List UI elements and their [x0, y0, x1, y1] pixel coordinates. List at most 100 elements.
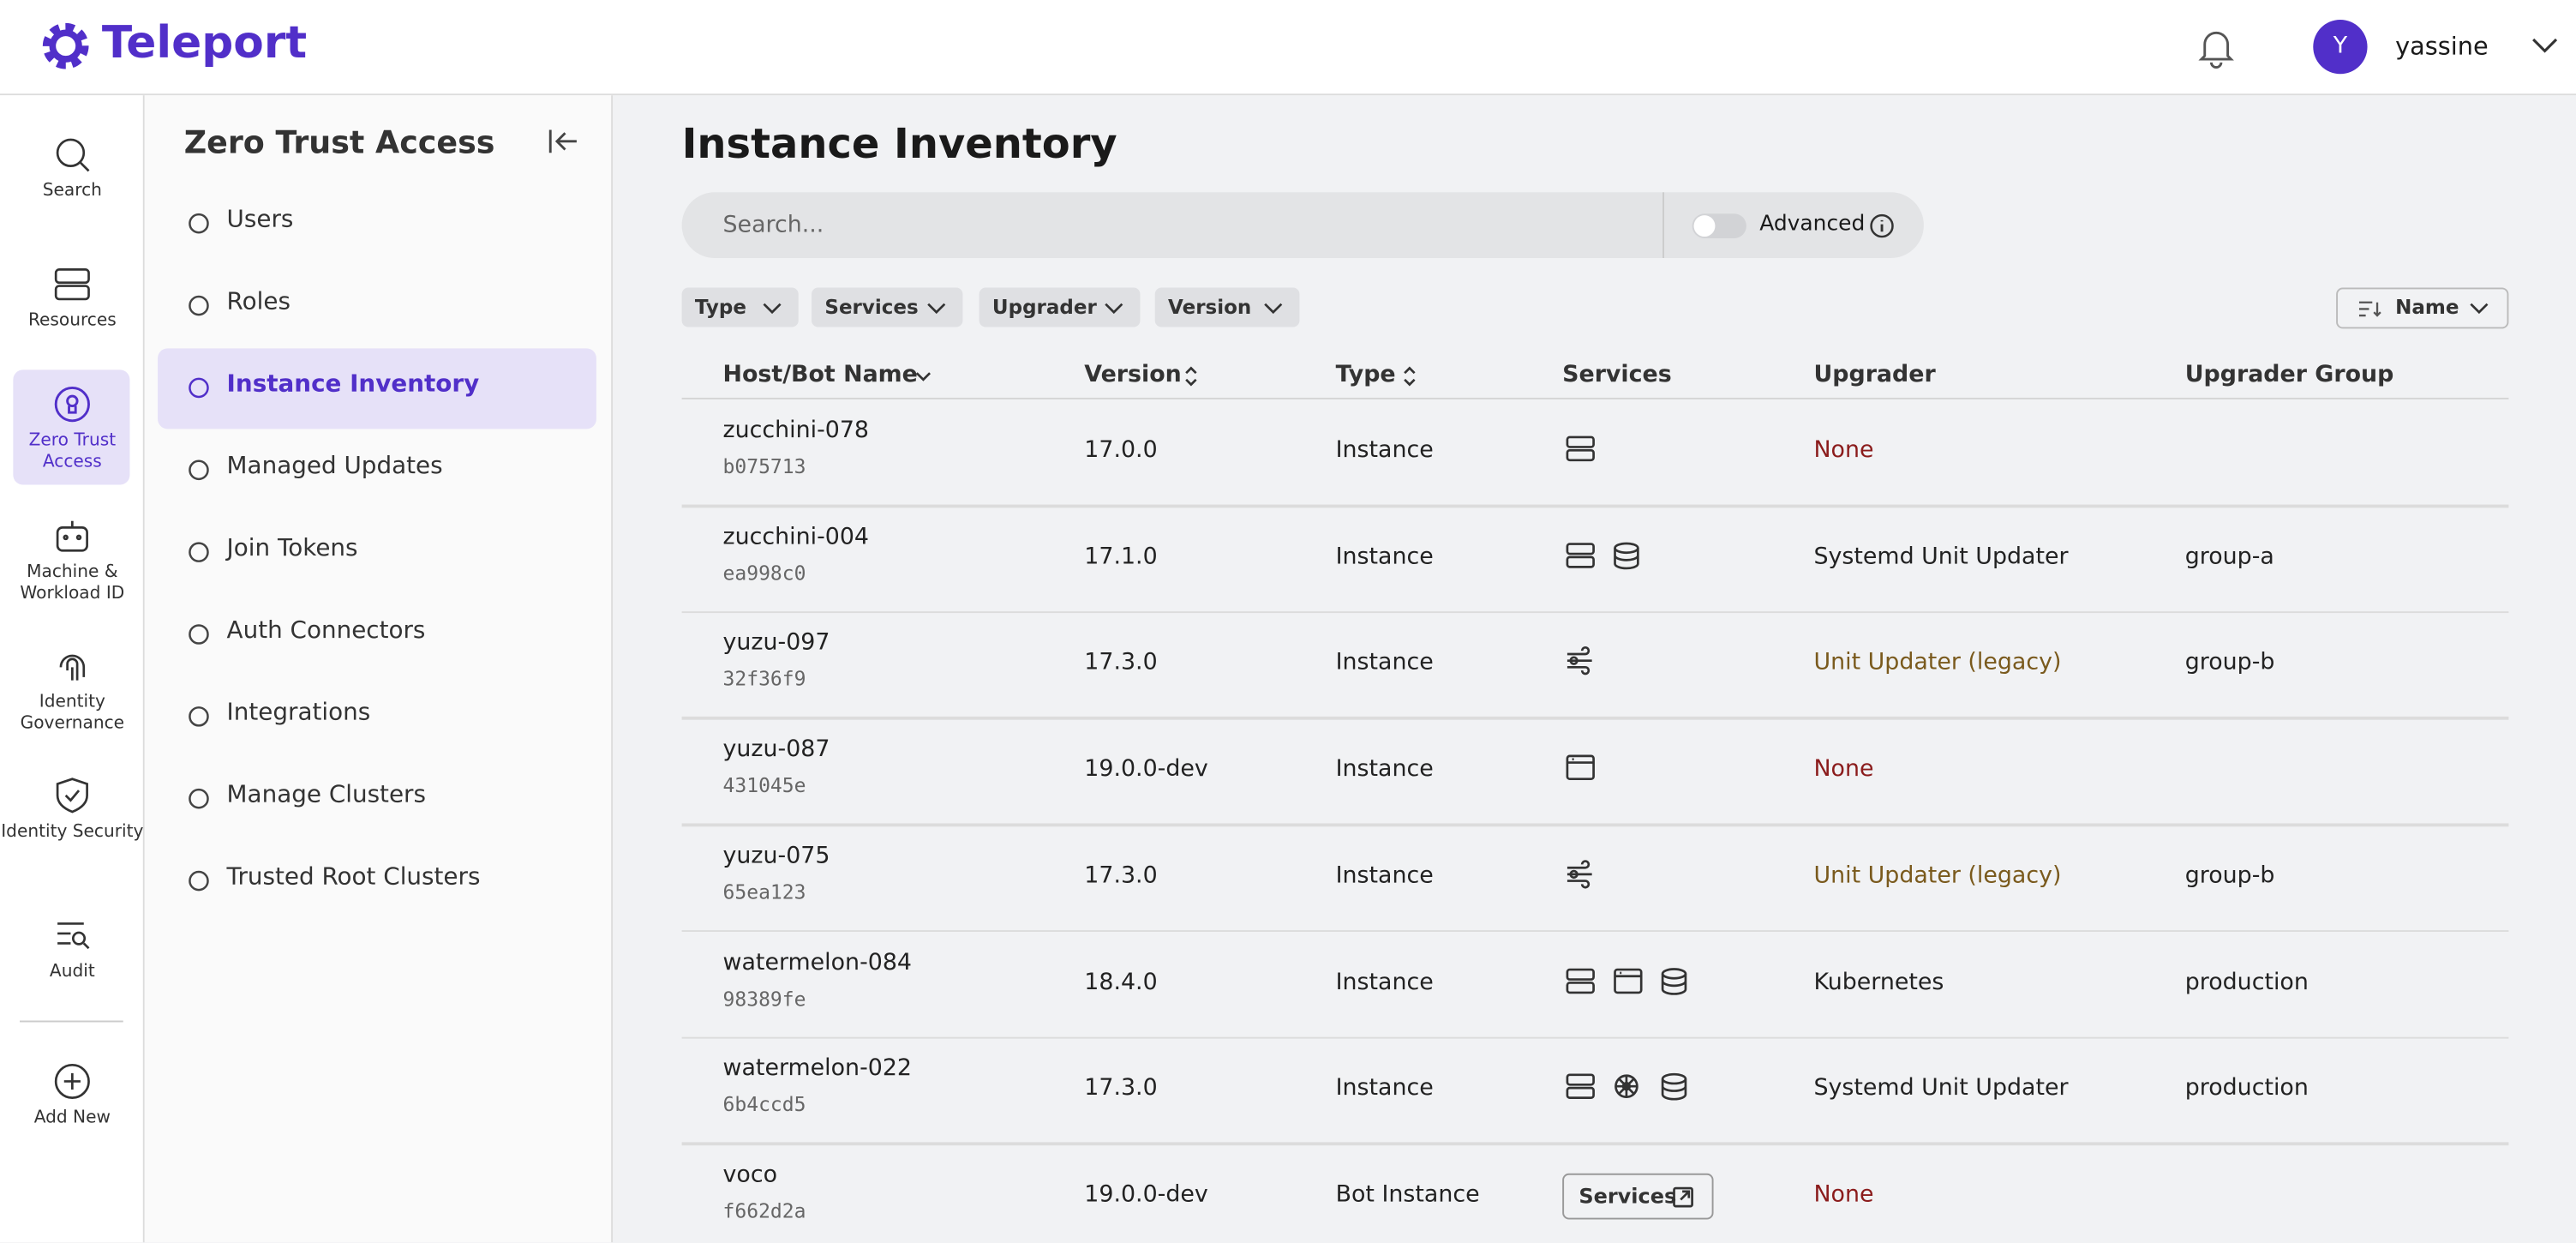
- host-name[interactable]: zucchini-078: [722, 417, 869, 444]
- rail-label[interactable]: Add New: [33, 1108, 111, 1128]
- upgrader: Systemd Unit Updater: [1813, 543, 2069, 570]
- host-id: 6b4ccd5: [722, 1093, 806, 1117]
- upgrader: None: [1813, 756, 1874, 783]
- sidebar-item[interactable]: Instance Inventory: [226, 371, 480, 398]
- upgrader: Systemd Unit Updater: [1813, 1075, 2069, 1102]
- sidebar-item[interactable]: Auth Connectors: [226, 617, 426, 645]
- sort-label: Name: [2395, 296, 2459, 319]
- sidebar-item[interactable]: Join Tokens: [226, 535, 358, 562]
- rail-icon: [56, 520, 88, 552]
- version: 17.3.0: [1084, 650, 1158, 676]
- user-name[interactable]: yassine: [2395, 31, 2489, 61]
- service-icon: [1566, 435, 1595, 462]
- chevron: [2470, 303, 2489, 315]
- chevron: [1105, 303, 1123, 315]
- sidebar-title: Zero Trust Access: [183, 124, 495, 161]
- filter-button[interactable]: Version: [1154, 287, 1300, 327]
- type: Instance: [1335, 969, 1434, 995]
- type: Instance: [1335, 756, 1434, 783]
- upgrader-group: group-a: [2184, 543, 2274, 570]
- column-header[interactable]: Type: [1335, 361, 1396, 388]
- version: 17.3.0: [1084, 862, 1158, 889]
- rail-label[interactable]: Zero Trust Access: [28, 430, 117, 471]
- search-placeholder: Search...: [722, 212, 824, 238]
- host-name[interactable]: yuzu-075: [722, 843, 830, 869]
- rail-icon: [54, 268, 90, 301]
- host-id: 431045e: [722, 774, 806, 797]
- divider: [1662, 192, 1665, 258]
- filter-label: Services: [824, 296, 919, 319]
- filter-button[interactable]: Type: [681, 287, 799, 327]
- sort-arrow: [1185, 366, 1197, 387]
- rail-label[interactable]: Identity Governance: [20, 692, 125, 733]
- brand[interactable]: Teleport: [101, 18, 308, 69]
- sidebar-item[interactable]: Integrations: [226, 700, 371, 727]
- chevron: [763, 303, 782, 315]
- version: 19.0.0-dev: [1084, 756, 1208, 783]
- row: [681, 1036, 2509, 1039]
- sidebar-item[interactable]: Managed Updates: [226, 453, 443, 480]
- sidebar-item[interactable]: Manage Clusters: [226, 782, 426, 809]
- host-id: 32f36f9: [722, 668, 806, 691]
- collapse[interactable]: [548, 129, 578, 155]
- type: Instance: [1335, 543, 1434, 570]
- type: Instance: [1335, 1075, 1434, 1102]
- host-name[interactable]: watermelon-084: [722, 949, 912, 976]
- host-name[interactable]: voco: [722, 1162, 778, 1188]
- service-icon: [1566, 754, 1595, 781]
- toggle[interactable]: [1692, 213, 1746, 238]
- sidebar-item[interactable]: Trusted Root Clusters: [226, 864, 481, 892]
- page-title: Instance Inventory: [681, 119, 1117, 168]
- sort-button[interactable]: Name: [2336, 287, 2509, 329]
- column-header: Upgrader Group: [2184, 361, 2394, 388]
- column-header[interactable]: Host/Bot Name: [722, 361, 918, 388]
- host-name[interactable]: zucchini-004: [722, 523, 869, 550]
- row: [681, 717, 2509, 720]
- sidebar-icon: [189, 788, 209, 809]
- type: Instance: [1335, 436, 1434, 464]
- rail-icon: [59, 654, 86, 681]
- host-id: 65ea123: [722, 880, 806, 904]
- search-bar[interactable]: Search... Advanced: [681, 192, 1924, 258]
- service-icon: [1566, 542, 1595, 568]
- service-icon: [1567, 859, 1592, 889]
- host-name[interactable]: yuzu-087: [722, 736, 830, 763]
- rail-label[interactable]: Search: [42, 180, 102, 201]
- upgrader: Kubernetes: [1813, 969, 1944, 995]
- user-menu-chevron[interactable]: [2531, 38, 2558, 54]
- rail-label[interactable]: Resources: [27, 310, 117, 331]
- column-header[interactable]: Version: [1084, 361, 1182, 388]
- version: 17.1.0: [1084, 543, 1158, 570]
- filter-button[interactable]: Services: [812, 287, 963, 327]
- sidebar-icon: [189, 459, 209, 481]
- upgrader-group: group-b: [2184, 650, 2275, 676]
- service-icon: [1661, 1073, 1687, 1101]
- upgrader-group: production: [2184, 969, 2309, 995]
- version: 18.4.0: [1084, 969, 1158, 995]
- rail-label[interactable]: Identity Security: [1, 821, 144, 842]
- host-name[interactable]: yuzu-097: [722, 629, 830, 657]
- host-name[interactable]: watermelon-022: [722, 1055, 912, 1082]
- sidebar-item[interactable]: Users: [226, 207, 294, 234]
- sidebar-icon: [189, 870, 209, 892]
- type: Bot Instance: [1335, 1181, 1480, 1208]
- sidebar-item[interactable]: Roles: [226, 289, 291, 316]
- column-header: Upgrader: [1813, 361, 1936, 388]
- active-item: [158, 348, 596, 429]
- rail-label[interactable]: Audit: [49, 961, 95, 982]
- rail-icon: [54, 386, 90, 423]
- services-button[interactable]: Services: [1562, 1173, 1714, 1220]
- info[interactable]: [1870, 213, 1895, 238]
- rail-label[interactable]: Machine & Workload ID: [20, 561, 125, 603]
- filter-button[interactable]: Upgrader: [979, 287, 1141, 327]
- rail-icon: [56, 138, 90, 172]
- rail-icon: [56, 778, 88, 814]
- service-icon: [1614, 1074, 1638, 1099]
- sidebar: Zero Trust Access: [144, 95, 614, 1243]
- bell[interactable]: [2198, 28, 2234, 69]
- avatar[interactable]: Y: [2313, 20, 2368, 75]
- version: 17.3.0: [1084, 1075, 1158, 1102]
- filter-label: Version: [1168, 296, 1252, 319]
- host-id: f662d2a: [722, 1199, 806, 1223]
